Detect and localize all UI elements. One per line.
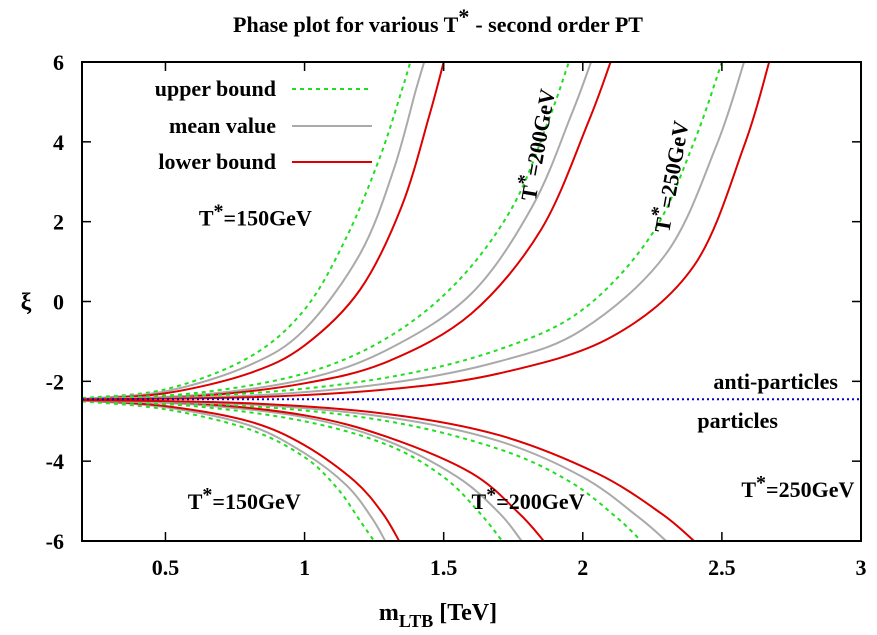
curve-200GeV-upper-up bbox=[82, 62, 570, 400]
title-text: Phase plot for various T* - second order … bbox=[233, 4, 643, 37]
curve-250GeV-lower-up bbox=[82, 62, 771, 401]
divider: anti-particles particles bbox=[82, 369, 861, 433]
x-tick-label: 0.5 bbox=[152, 555, 180, 580]
legend: upper bound mean value lower bound bbox=[155, 76, 372, 174]
x-tick-label: 3 bbox=[856, 555, 867, 580]
chart-title: Phase plot for various T* - second order … bbox=[233, 4, 643, 37]
curve-250GeV-mean-up bbox=[82, 62, 746, 400]
legend-label-upper: upper bound bbox=[155, 76, 276, 101]
curves bbox=[82, 62, 771, 541]
curve-150GeV-upper-down bbox=[82, 400, 375, 541]
annotation-t150-down: T*=150GeV bbox=[188, 484, 301, 514]
y-tick-label: -2 bbox=[46, 369, 64, 394]
y-axis-title: ξ bbox=[21, 290, 32, 316]
y-tick-label: -4 bbox=[46, 449, 64, 474]
legend-label-mean: mean value bbox=[169, 113, 276, 138]
x-axis-title: mLTB [TeV] bbox=[379, 600, 497, 631]
curve-250GeV-mean-down bbox=[82, 399, 667, 541]
y-tick-label: 6 bbox=[53, 50, 64, 75]
legend-label-lower: lower bound bbox=[158, 149, 276, 174]
curve-250GeV-lower-down bbox=[82, 399, 695, 541]
x-tick-label: 1 bbox=[299, 555, 310, 580]
x-tick-label: 1.5 bbox=[430, 555, 458, 580]
curve-150GeV-upper-up bbox=[82, 62, 412, 400]
curve-150GeV-lower-down bbox=[82, 399, 401, 541]
y-tick-label: 0 bbox=[53, 290, 64, 315]
annotation-t250-down: T*=250GeV bbox=[741, 472, 854, 502]
x-tick-label: 2.5 bbox=[708, 555, 736, 580]
curve-200GeV-lower-down bbox=[82, 399, 545, 541]
x-tick-label: 2 bbox=[577, 555, 588, 580]
anti-particles-label: anti-particles bbox=[713, 369, 838, 394]
y-tick-label: -6 bbox=[46, 529, 64, 554]
curve-250GeV-upper-up bbox=[82, 62, 723, 400]
annotation-t200-down: T*=200GeV bbox=[472, 484, 585, 514]
curve-250GeV-upper-down bbox=[82, 400, 642, 541]
y-tick-label: 4 bbox=[53, 130, 64, 155]
curve-200GeV-mean-down bbox=[82, 399, 523, 541]
curve-150GeV-mean-down bbox=[82, 399, 387, 541]
annotation-t150-up: T*=150GeV bbox=[199, 201, 312, 231]
particles-label: particles bbox=[697, 408, 778, 433]
annotations: T*=150GeV T*=200GeV T*=250GeV T*=150GeV T*=2… bbox=[188, 86, 855, 514]
curve-200GeV-upper-down bbox=[82, 400, 503, 541]
y-tick-label: 2 bbox=[53, 210, 64, 235]
curve-200GeV-mean-up bbox=[82, 62, 593, 400]
annotation-t200-up: T*=200GeV bbox=[511, 86, 560, 203]
axes: 0.5 1 1.5 2 2.5 3 -6 -4 -2 0 2 4 6 mLTB [TeV] ξ bbox=[21, 50, 867, 631]
curve-150GeV-mean-up bbox=[82, 62, 426, 400]
curve-150GeV-lower-up bbox=[82, 62, 445, 401]
